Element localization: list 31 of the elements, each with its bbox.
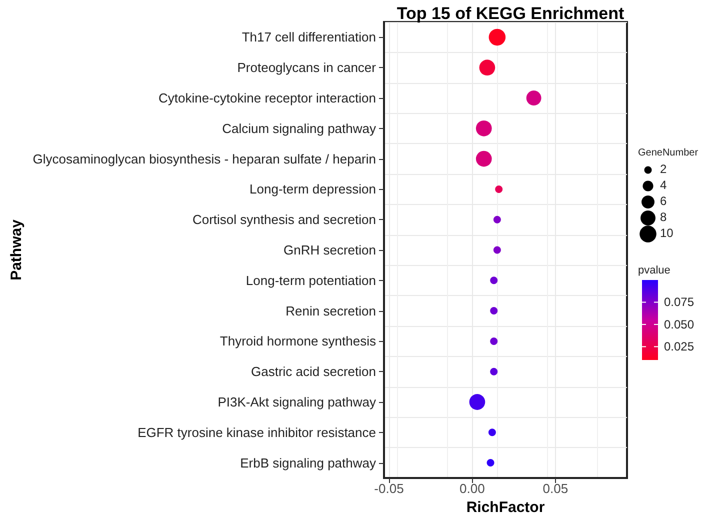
legend-label: 8	[660, 210, 667, 224]
y-tick-label: Long-term depression	[250, 182, 376, 197]
y-tick-label: PI3K-Akt signaling pathway	[218, 394, 376, 410]
y-tick-label: ErbB signaling pathway	[240, 455, 376, 470]
color-bar-label: 0.025	[664, 340, 694, 354]
y-tick-label: Proteoglycans in cancer	[237, 60, 377, 76]
legend-label: 6	[660, 194, 667, 208]
y-tick-label: Calcium signaling pathway	[222, 120, 376, 136]
legend-label: 4	[660, 178, 667, 192]
y-tick-label: Renin secretion	[286, 303, 376, 318]
y-tick-label: Thyroid hormone synthesis	[220, 334, 376, 349]
y-tick-label: Th17 cell differentiation	[242, 30, 376, 45]
y-tick-label: Gastric acid secretion	[251, 364, 376, 380]
y-tick-label: Long-term potentiation	[246, 272, 376, 288]
x-tick-label: 0.00	[460, 481, 485, 496]
y-tick-label: Cortisol synthesis and secretion	[192, 212, 376, 228]
y-tick-label: Glycosaminoglycan biosynthesis - heparan sulfate / heparin	[32, 151, 376, 166]
color-bar-label: 0.075	[664, 295, 694, 310]
legend-label: 10	[660, 226, 674, 240]
x-axis-title: RichFactor	[466, 498, 545, 516]
y-tick-label: EGFR tyrosine kinase inhibitor resistance	[138, 424, 376, 440]
x-tick-label: -0.05	[374, 481, 404, 496]
legend-title: GeneNumber	[638, 148, 699, 158]
y-tick-label: GnRH secretion	[284, 242, 376, 258]
color-bar-label: 0.050	[664, 317, 694, 332]
legend-label: 2	[660, 162, 667, 176]
y-tick-label: Cytokine-cytokine receptor interaction	[158, 90, 376, 106]
y-axis-title: Pathway	[8, 218, 25, 280]
x-tick-label: 0.05	[542, 481, 568, 496]
chart-title: Top 15 of KEGG Enrichment	[396, 4, 624, 23]
color-bar-title: pvalue	[638, 264, 670, 276]
